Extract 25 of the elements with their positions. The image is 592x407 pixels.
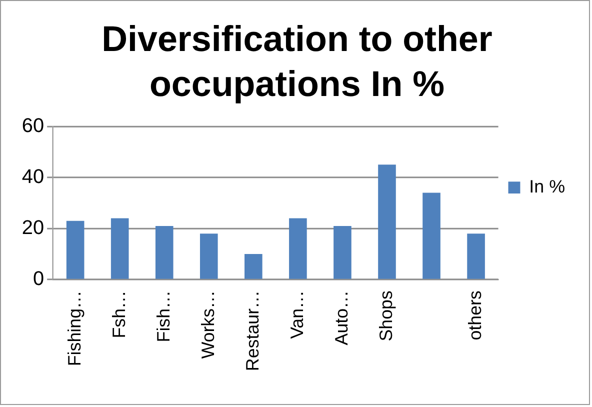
bar xyxy=(334,226,352,279)
bar xyxy=(289,218,307,279)
x-tick-label: Fsh… xyxy=(108,290,129,338)
bar xyxy=(110,218,129,279)
x-tick-label: Restaur… xyxy=(242,290,262,372)
x-tick-label: Van… xyxy=(286,290,307,339)
bar xyxy=(378,164,396,279)
x-tick-label: others xyxy=(464,290,485,340)
bar xyxy=(244,254,262,279)
chart-title: Diversification to other occupations In % xyxy=(102,19,492,104)
bar xyxy=(422,192,440,279)
y-tick-label: 40 xyxy=(22,166,44,188)
x-tick-label: Shops xyxy=(376,290,396,342)
x-tick-label: Fish… xyxy=(153,290,174,342)
y-tick-label: 0 xyxy=(33,268,44,290)
bar xyxy=(467,234,485,279)
legend-label: In % xyxy=(529,176,566,197)
bar xyxy=(200,234,218,279)
x-tick-label: Works… xyxy=(198,290,218,359)
bar xyxy=(155,226,174,279)
x-tick-label: Auto… xyxy=(331,290,352,346)
x-tick-label: Fishing… xyxy=(64,290,84,366)
y-tick-label: 60 xyxy=(22,114,44,137)
y-tick-label: 20 xyxy=(22,217,44,240)
bar xyxy=(66,220,84,279)
